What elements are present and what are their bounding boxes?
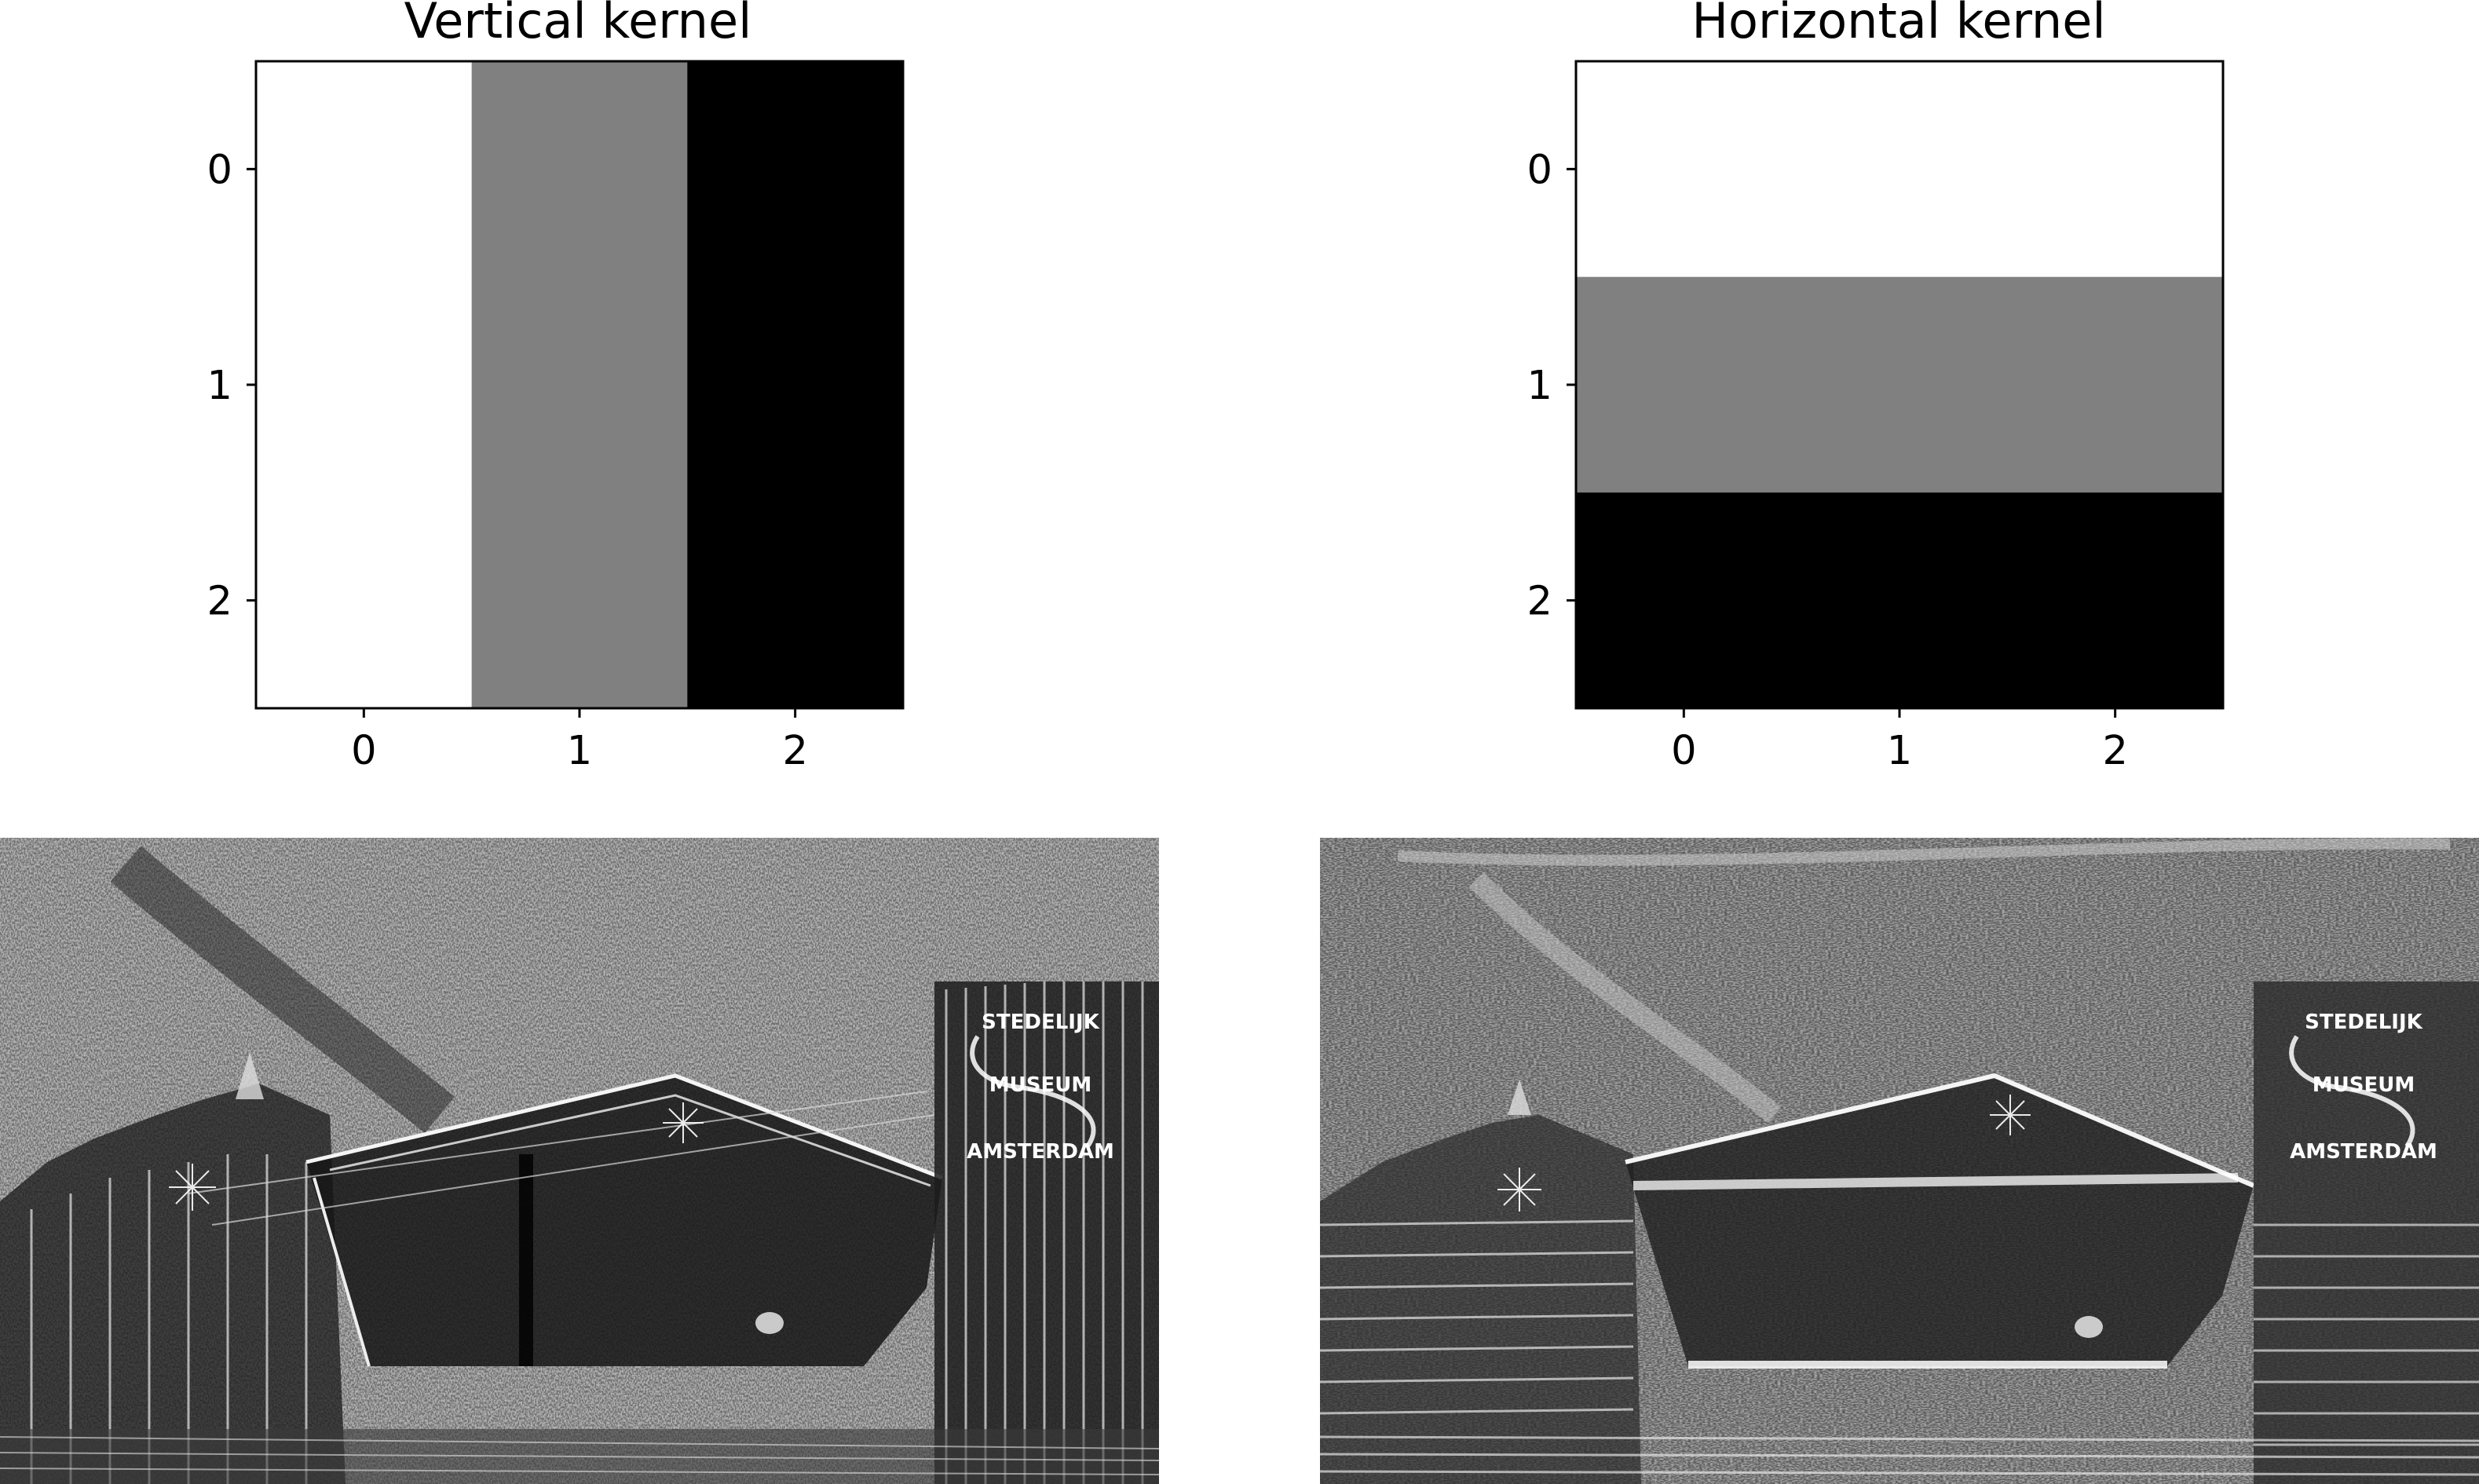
kernel-cell-r1-c0 [256,276,473,493]
vertical-kernel-cells [256,61,904,709]
kernel-cell-r2-c0 [256,492,473,709]
y-tick-label: 1 [1527,363,1552,409]
vertical-kernel-ticks: 0 1 2 0 1 2 [207,147,808,774]
kernel-cell-r1-c0 [1576,276,1793,493]
kernel-cell-r2-c0 [1576,492,1793,709]
kernel-cell-r0-c0 [1576,61,1793,278]
vertical-kernel-panel: Vertical kernel 0 1 2 0 1 2 [207,0,905,774]
x-tick-label: 1 [1887,728,1912,774]
horizontal-kernel-panel: Horizontal kernel 0 1 2 0 1 2 [1527,0,2225,774]
sign-line-1: STEDELIJK [982,1011,1099,1034]
museum-bathtub-shape [169,1073,943,1367]
horizontal-kernel-cells [1576,61,2224,709]
y-tick-label: 1 [207,363,232,409]
horizontal-edge-result-image: STEDELIJK MUSEUM AMSTERDAM [1320,838,2479,1484]
kernel-cell-r1-c1 [1791,276,2008,493]
sign-line-3-h: AMSTERDAM [2290,1140,2437,1164]
kernel-cell-r0-c0 [256,61,473,278]
old-building-shape-h [1320,1080,1641,1484]
x-tick-label: 0 [1671,728,1696,774]
horizontal-kernel-title: Horizontal kernel [1691,0,2105,49]
vertical-edge-result-image: STEDELIJK MUSEUM AMSTERDAM [0,838,1159,1484]
kernel-cell-r2-c1 [1791,492,2008,709]
kernel-cell-r0-c2 [687,61,904,278]
kernel-cell-r2-c1 [471,492,688,709]
kernel-cell-r1-c2 [687,276,904,493]
y-tick-label: 0 [207,147,232,193]
x-tick-label: 2 [2102,728,2127,774]
y-tick-label: 2 [1527,579,1552,625]
x-tick-label: 0 [351,728,376,774]
horizontal-kernel-ticks: 0 1 2 0 1 2 [1527,147,2128,774]
kernel-cell-r0-c2 [2007,61,2224,278]
kernel-cell-r2-c2 [2007,492,2224,709]
y-tick-label: 2 [207,579,232,625]
kernel-cell-r2-c2 [687,492,904,709]
sign-tower-shape-h: STEDELIJK MUSEUM AMSTERDAM [2254,981,2479,1484]
kernel-cell-r1-c2 [2007,276,2224,493]
x-tick-label: 2 [782,728,807,774]
sign-line-1-h: STEDELIJK [2305,1011,2422,1034]
y-tick-label: 0 [1527,147,1552,193]
museum-bathtub-shape-h [1497,1073,2255,1369]
x-tick-label: 1 [567,728,592,774]
vertical-kernel-title: Vertical kernel [404,0,752,49]
kernel-cell-r1-c1 [471,276,688,493]
sign-tower-shape: STEDELIJK MUSEUM AMSTERDAM [934,981,1159,1484]
kernel-cell-r0-c1 [1791,61,2008,278]
kernel-cell-r0-c1 [471,61,688,278]
